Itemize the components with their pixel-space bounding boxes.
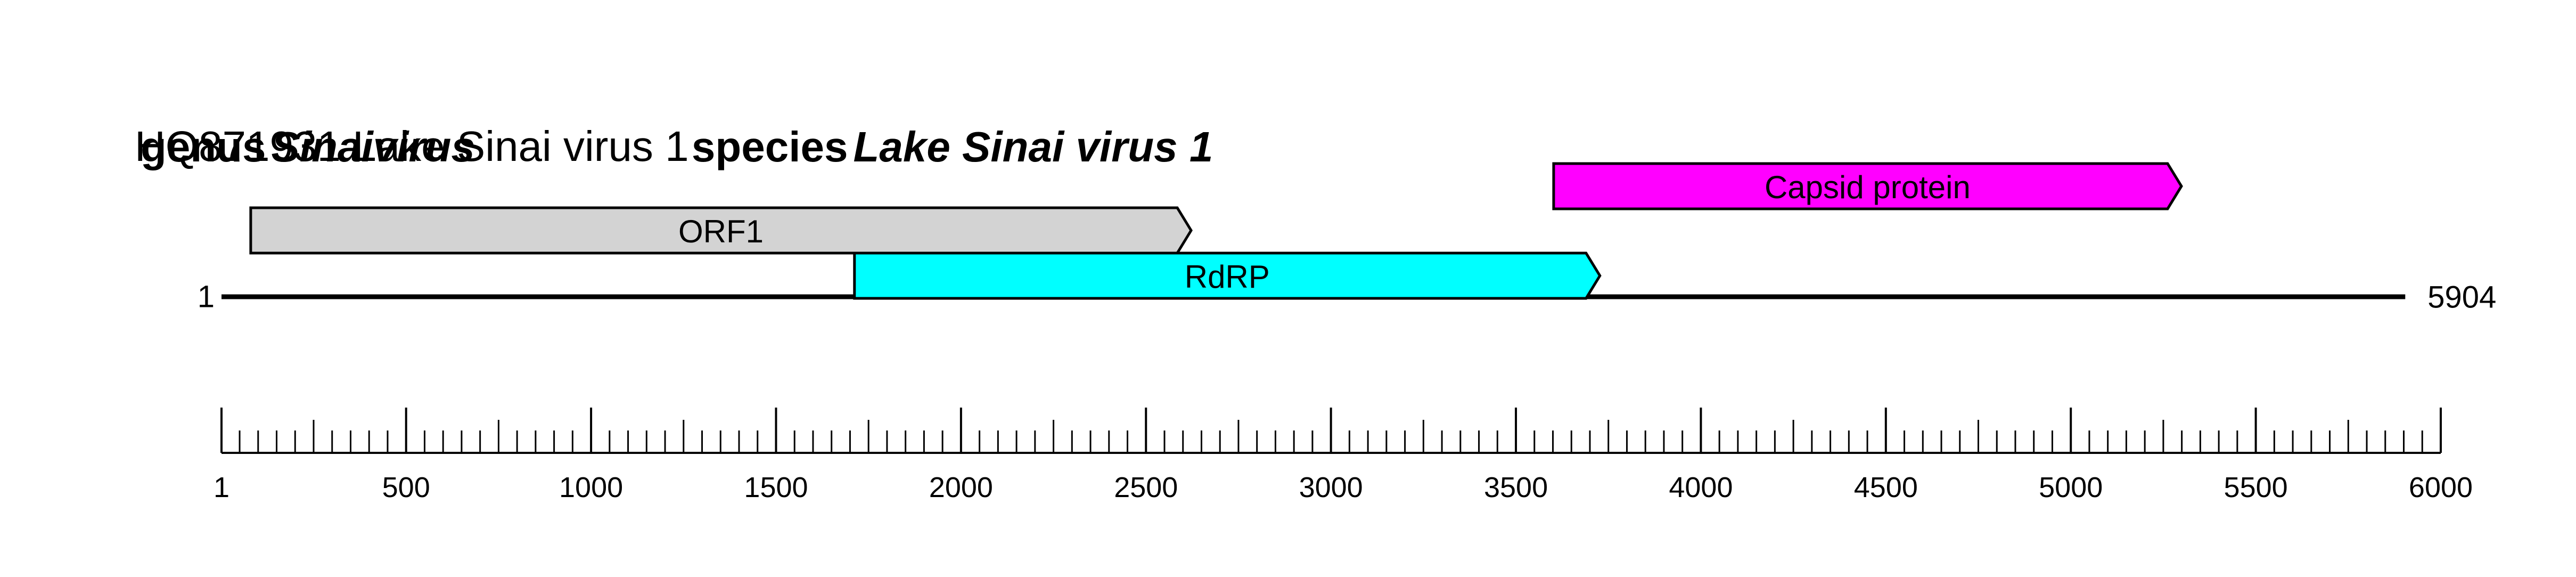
- feature-arrow-orf1[interactable]: [249, 206, 1193, 255]
- ruler-label-4500: 4500: [1854, 472, 1918, 503]
- ruler-label-500: 500: [382, 472, 430, 503]
- ruler-group: 1 500 1000 1500 2000 2500 3000 3500 4000 4500 5000…: [214, 408, 2473, 503]
- species-name: Lake Sinai virus 1: [853, 123, 1213, 170]
- ruler-label-2500: 2500: [1114, 472, 1178, 503]
- feature-arrows-group: ORF1 RdRP Capsid protein: [249, 162, 2183, 300]
- ruler-label-3000: 3000: [1299, 472, 1363, 503]
- ruler-label-5000: 5000: [2039, 472, 2103, 503]
- genome-start-label: 1: [198, 280, 215, 314]
- genus-label: genus: [140, 123, 266, 170]
- ruler-label-4000: 4000: [1669, 472, 1733, 503]
- ruler-label-1500: 1500: [744, 472, 808, 503]
- ruler-label-5500: 5500: [2224, 472, 2288, 503]
- ruler-label-6000: 6000: [2409, 472, 2473, 503]
- species-label: species: [691, 123, 848, 170]
- feature-label-rdrp: RdRP: [1185, 259, 1270, 295]
- species-line: species Lake Sinai virus 1: [644, 83, 1213, 211]
- feature-label-orf1: ORF1: [678, 214, 764, 249]
- ruler-label-3500: 3500: [1484, 472, 1548, 503]
- ruler-label-2000: 2000: [929, 472, 993, 503]
- ruler-label-1000: 1000: [559, 472, 623, 503]
- ruler-label-1: 1: [214, 472, 229, 503]
- genome-end-label: 5904: [2427, 280, 2496, 315]
- accession-title: HQ871931 Lake Sinai virus 1: [135, 123, 689, 170]
- feature-label-capsid-protein: Capsid protein: [1765, 169, 1971, 205]
- feature-arrow-rdrp[interactable]: [853, 251, 1602, 300]
- feature-arrow-capsid-protein[interactable]: [1552, 162, 2183, 210]
- genus-line: genus Sinaivirus: [93, 83, 475, 211]
- genus-name: Sinaivirus: [271, 123, 475, 170]
